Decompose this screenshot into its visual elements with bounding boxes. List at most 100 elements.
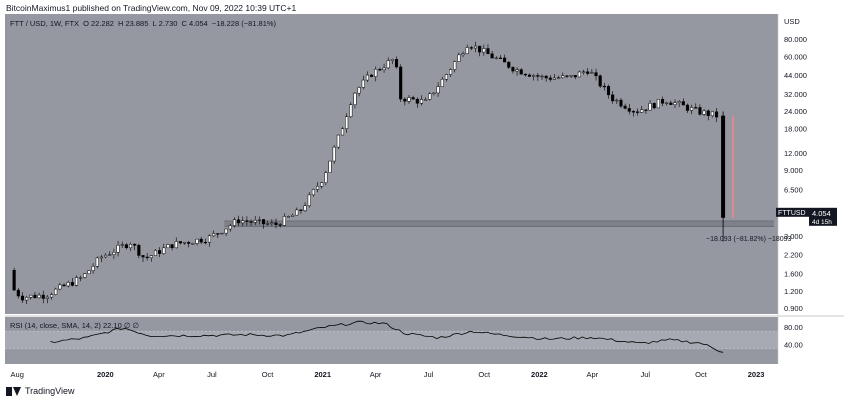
candle — [482, 48, 486, 53]
candle — [174, 241, 178, 249]
candle — [170, 244, 174, 249]
candle — [70, 282, 74, 286]
candle — [390, 59, 394, 61]
candle — [478, 45, 482, 53]
candle — [648, 103, 652, 111]
price-tick-label: 9.000 — [784, 166, 803, 175]
candle — [461, 53, 465, 56]
candle — [490, 53, 494, 59]
candle — [79, 277, 83, 279]
footer-brand[interactable]: TradingView — [25, 386, 75, 396]
candle — [494, 57, 498, 59]
candle — [365, 74, 369, 81]
legend-low-label: L — [152, 19, 157, 28]
candle — [436, 86, 440, 94]
candle — [286, 216, 291, 218]
candle — [58, 284, 62, 290]
candle — [99, 256, 103, 259]
price-tick-label: 24.000 — [784, 107, 807, 116]
candle — [544, 75, 548, 79]
candle — [278, 224, 282, 226]
candle — [178, 241, 182, 244]
candle — [45, 296, 49, 299]
candle — [677, 101, 681, 103]
candle — [50, 294, 54, 298]
candle — [266, 223, 270, 225]
candle — [640, 109, 644, 113]
candle — [586, 71, 590, 74]
candle — [183, 242, 187, 244]
candle — [565, 75, 569, 77]
price-axis[interactable] — [778, 14, 844, 364]
price-chart-area[interactable] — [5, 14, 778, 314]
candle — [590, 72, 594, 74]
candle — [311, 189, 315, 196]
candle — [361, 79, 365, 88]
time-tick-label: Aug — [11, 370, 24, 379]
candle — [652, 103, 656, 109]
candle — [133, 243, 137, 246]
candle — [511, 67, 515, 72]
candle — [116, 244, 120, 253]
candle — [582, 71, 586, 73]
candle — [191, 243, 195, 245]
price-tick-label: 2.200 — [784, 250, 803, 259]
price-tick-label: 1.600 — [784, 270, 803, 279]
time-tick-label: 2020 — [97, 370, 114, 379]
candle — [108, 254, 112, 256]
candle — [353, 92, 357, 105]
candle — [507, 61, 511, 68]
candle — [432, 92, 436, 95]
candle — [307, 194, 311, 206]
candle — [87, 270, 91, 274]
symbol-badge — [776, 207, 809, 217]
candle — [291, 214, 295, 217]
candle — [207, 235, 212, 243]
candle — [690, 107, 694, 111]
candle — [631, 111, 635, 113]
rsi-legend-title: RSI (14, close, SMA, 14, 2) — [10, 321, 101, 330]
time-axis[interactable] — [5, 364, 778, 384]
candle — [332, 146, 336, 162]
candle — [386, 60, 390, 69]
candle — [619, 99, 623, 107]
legend-symbol: FTT / USD, 1W, FTX — [10, 19, 80, 28]
candle — [336, 134, 340, 148]
candle — [37, 294, 41, 299]
candle — [270, 222, 274, 224]
candle — [473, 45, 478, 49]
candle — [232, 219, 236, 226]
candle — [428, 93, 432, 100]
candle — [503, 57, 507, 63]
candle — [453, 61, 457, 70]
candle — [469, 47, 473, 49]
rsi-line — [50, 320, 724, 353]
candle — [694, 107, 698, 109]
candle — [295, 209, 299, 216]
legend-change: −18.228 (−81.81%) — [211, 19, 277, 28]
rsi-tick-label: 80.00 — [784, 323, 803, 332]
candle — [345, 116, 349, 129]
candle — [340, 128, 345, 136]
candle — [91, 266, 95, 271]
candle — [370, 74, 374, 77]
candle — [261, 219, 266, 225]
candle — [153, 250, 158, 256]
candle — [216, 233, 220, 235]
candle — [444, 74, 448, 80]
price-tick-label: 32.000 — [784, 90, 807, 99]
candle — [158, 250, 162, 254]
tradingview-logo-icon — [6, 386, 21, 396]
countdown-text: 4d 15h — [812, 219, 832, 226]
legend-open-label: O — [83, 19, 89, 28]
candle — [424, 99, 428, 101]
price-tick-label: 1.200 — [784, 287, 803, 296]
price-tick-label: 80.000 — [784, 35, 807, 44]
rsi-legend-extra: ∅ ∅ — [123, 321, 139, 330]
support-zone — [224, 220, 774, 227]
candle — [249, 221, 253, 223]
candle — [149, 255, 153, 259]
candle — [104, 254, 108, 258]
candle — [320, 182, 324, 187]
legend-open: 22.282 — [90, 19, 114, 28]
